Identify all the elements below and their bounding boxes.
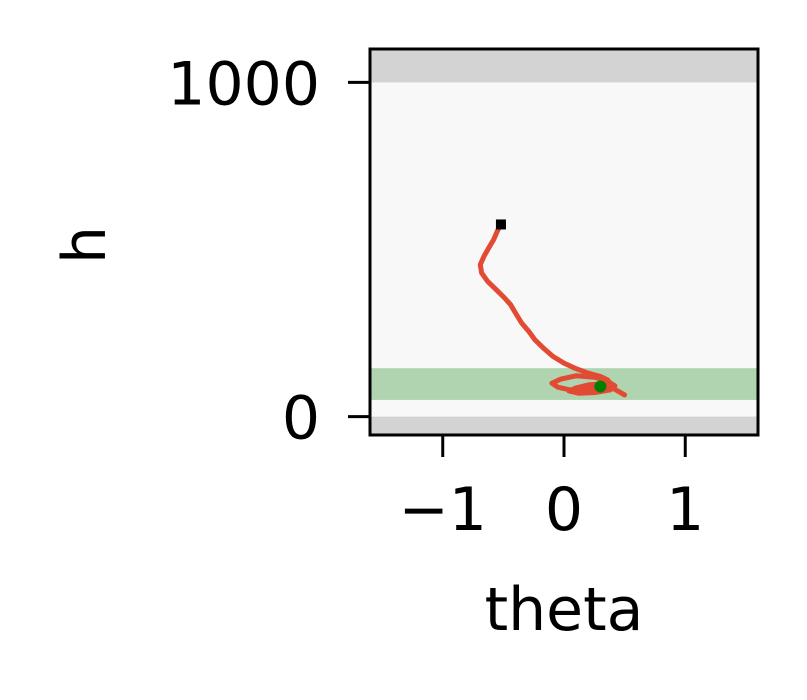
shaded-regions (370, 49, 758, 435)
trajectory-markers (495, 219, 607, 393)
plot-area (368, 47, 760, 437)
x-axis-label: theta (485, 575, 644, 645)
out-of-bounds-band-0 (370, 49, 758, 83)
out-of-bounds-band-1 (370, 416, 758, 435)
target-band (370, 368, 758, 400)
x-tick-label: 1 (666, 475, 704, 545)
start-marker (495, 219, 506, 230)
x-axis: −1 0 1 (399, 435, 704, 545)
x-tick-label: 0 (545, 475, 583, 545)
trajectory-line-0 (477, 222, 628, 398)
y-axis-label: h (50, 226, 120, 264)
y-tick-label: 1000 (167, 49, 320, 119)
trajectory-series (477, 222, 628, 398)
x-tick-label: −1 (399, 475, 487, 545)
end-marker (594, 380, 607, 393)
y-axis: 0 1000 (167, 49, 370, 454)
y-tick-label: 0 (282, 384, 320, 454)
